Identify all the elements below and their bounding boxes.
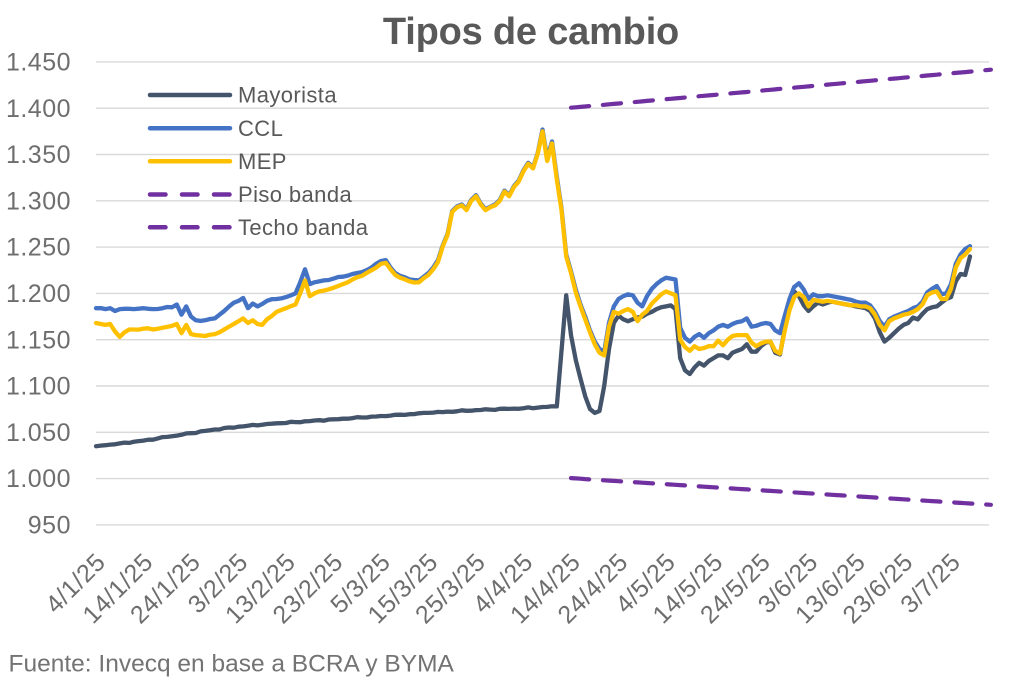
svg-text:1.000: 1.000: [6, 465, 71, 493]
svg-text:1.400: 1.400: [6, 95, 71, 123]
svg-text:1.300: 1.300: [6, 187, 71, 215]
svg-text:1.350: 1.350: [6, 141, 71, 169]
svg-text:1.200: 1.200: [6, 280, 71, 308]
svg-text:1.150: 1.150: [6, 326, 71, 354]
svg-text:Techo banda: Techo banda: [238, 215, 369, 240]
svg-text:1.050: 1.050: [6, 419, 71, 447]
svg-text:MEP: MEP: [238, 149, 287, 174]
svg-text:CCL: CCL: [238, 116, 283, 141]
svg-text:1.100: 1.100: [6, 373, 71, 401]
svg-text:Mayorista: Mayorista: [238, 83, 337, 108]
svg-text:1.450: 1.450: [6, 49, 71, 77]
svg-text:Tipos de cambio: Tipos de cambio: [383, 11, 679, 53]
svg-text:950: 950: [28, 512, 71, 540]
svg-text:Piso banda: Piso banda: [238, 182, 352, 207]
svg-text:Fuente: Invecq en base a BCRA: Fuente: Invecq en base a BCRA y BYMA: [9, 651, 455, 678]
svg-text:1.250: 1.250: [6, 234, 71, 262]
